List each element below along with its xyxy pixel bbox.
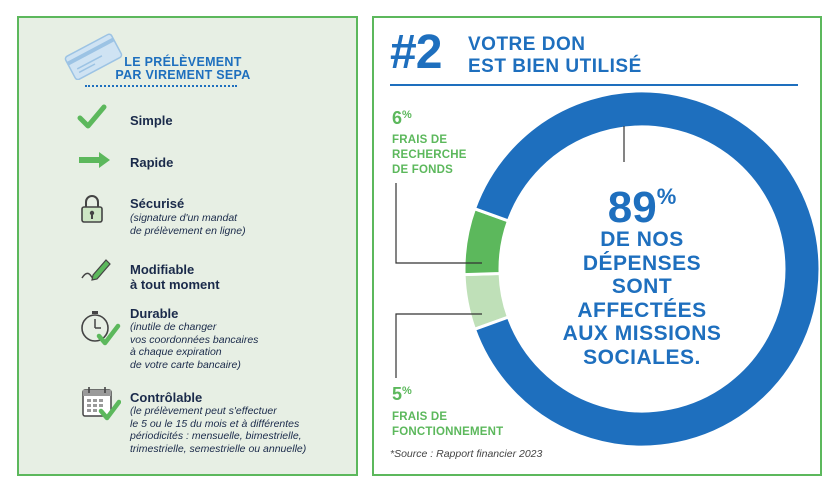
feature-simple-title: Simple — [130, 113, 173, 128]
feature-controlable-title: Contrôlable — [130, 390, 203, 405]
slice-missions-sociales — [472, 89, 820, 449]
fundraising-label-line: FRAIS DE — [392, 134, 448, 146]
section-headline-line1: VOTRE DON — [468, 34, 586, 55]
feature-modifiable-title-line2: à tout moment — [130, 277, 220, 292]
feature-securise-desc: (signature d'un mandat de prélèvement en… — [130, 212, 246, 237]
section-number: #2 — [390, 26, 442, 79]
pen-signature-icon — [81, 259, 111, 281]
feature-durable-desc: (inutile de changer vos coordonnées banc… — [130, 321, 258, 371]
donut-chart — [395, 89, 820, 449]
center-label-line: DE NOS — [600, 228, 684, 251]
feature-durable-desc-line: à chaque expiration — [130, 346, 222, 358]
stopwatch-check-icon — [81, 311, 121, 346]
checkmark-icon — [77, 104, 107, 129]
feature-controlable-desc-line: le 5 ou le 15 du mois et à différentes — [130, 417, 300, 430]
fundraising-pct-unit: % — [402, 109, 412, 121]
slice-label-operating-pct: 5% — [392, 382, 412, 403]
slice-label-fundraising: FRAIS DE RECHERCHE DE FONDS — [392, 133, 467, 178]
fundraising-label-line: RECHERCHE — [392, 149, 467, 161]
feature-durable-title: Durable — [130, 306, 179, 321]
feature-rapide-title: Rapide — [130, 155, 174, 170]
feature-securise-desc-line: de prélèvement en ligne) — [130, 224, 246, 237]
sepa-title-line2: PAR VIREMENT SEPA — [115, 68, 251, 82]
donation-panel: #2 VOTRE DON EST BIEN UTILISÉ 6% FRAIS D… — [372, 16, 822, 476]
section-headline-line2: EST BIEN UTILISÉ — [468, 56, 642, 77]
section-headline: VOTRE DON EST BIEN UTILISÉ — [468, 34, 642, 78]
feature-controlable-desc-line: périodicités : mensuelle, bimestrielle, — [130, 430, 302, 442]
slice-label-fundraising-pct: 6% — [392, 106, 412, 127]
center-label-line: SONT — [611, 275, 673, 298]
calendar-check-icon — [82, 387, 121, 421]
center-label-line: AUX MISSIONS — [562, 322, 722, 345]
center-pct-unit: % — [656, 184, 677, 209]
center-label-line: AFFECTÉES — [577, 298, 707, 322]
bank-card-icon — [64, 33, 123, 80]
arrow-right-icon — [79, 152, 110, 168]
leader-line-operating — [395, 313, 482, 378]
sepa-title: LE PRÉLÈVEMENT PAR VIREMENT SEPA — [103, 56, 263, 82]
center-pct-value: 89 — [607, 183, 657, 232]
title-rule — [390, 84, 798, 86]
feature-securise-desc-line: (signature d'un mandat — [130, 212, 238, 224]
feature-durable-desc-line: de votre carte bancaire) — [130, 358, 241, 371]
center-label-line: SOCIALES. — [583, 345, 701, 369]
feature-controlable-desc-line: (le prélèvement peut s'effectuer — [130, 405, 277, 417]
fundraising-pct-value: 6 — [392, 108, 403, 128]
padlock-icon — [81, 195, 103, 223]
operating-label-line: FRAIS DE — [392, 411, 448, 423]
operating-pct-unit: % — [402, 385, 412, 397]
feature-controlable-desc: (le prélèvement peut s'effectuer le 5 ou… — [130, 405, 306, 455]
feature-controlable-desc-line: trimestrielle, semestrielle ou annuelle) — [130, 442, 307, 455]
leader-line-fundraising — [395, 183, 482, 264]
center-label: DE NOS DÉPENSES SONT AFFECTÉES AUX MISSI… — [534, 228, 750, 369]
feature-durable-desc-line: vos coordonnées bancaires — [130, 333, 259, 346]
feature-securise-title: Sécurisé — [130, 196, 185, 211]
fundraising-label-line: DE FONDS — [392, 164, 454, 176]
operating-pct-value: 5 — [392, 384, 403, 404]
slice-label-operating: FRAIS DE FONCTIONNEMENT — [392, 410, 503, 440]
sepa-panel: LE PRÉLÈVEMENT PAR VIREMENT SEPA Simple … — [17, 16, 358, 476]
center-label-line: DÉPENSES — [582, 251, 702, 275]
sepa-title-line1: LE PRÉLÈVEMENT — [124, 55, 242, 69]
operating-label-line: FONCTIONNEMENT — [392, 426, 504, 438]
source-note: *Source : Rapport financier 2023 — [390, 448, 543, 460]
feature-modifiable-title: Modifiable à tout moment — [130, 262, 220, 292]
feature-durable-desc-line: (inutile de changer — [130, 321, 217, 333]
center-percentage: 89% — [542, 175, 742, 230]
dotted-divider — [85, 85, 237, 87]
feature-modifiable-title-line1: Modifiable — [130, 262, 195, 277]
